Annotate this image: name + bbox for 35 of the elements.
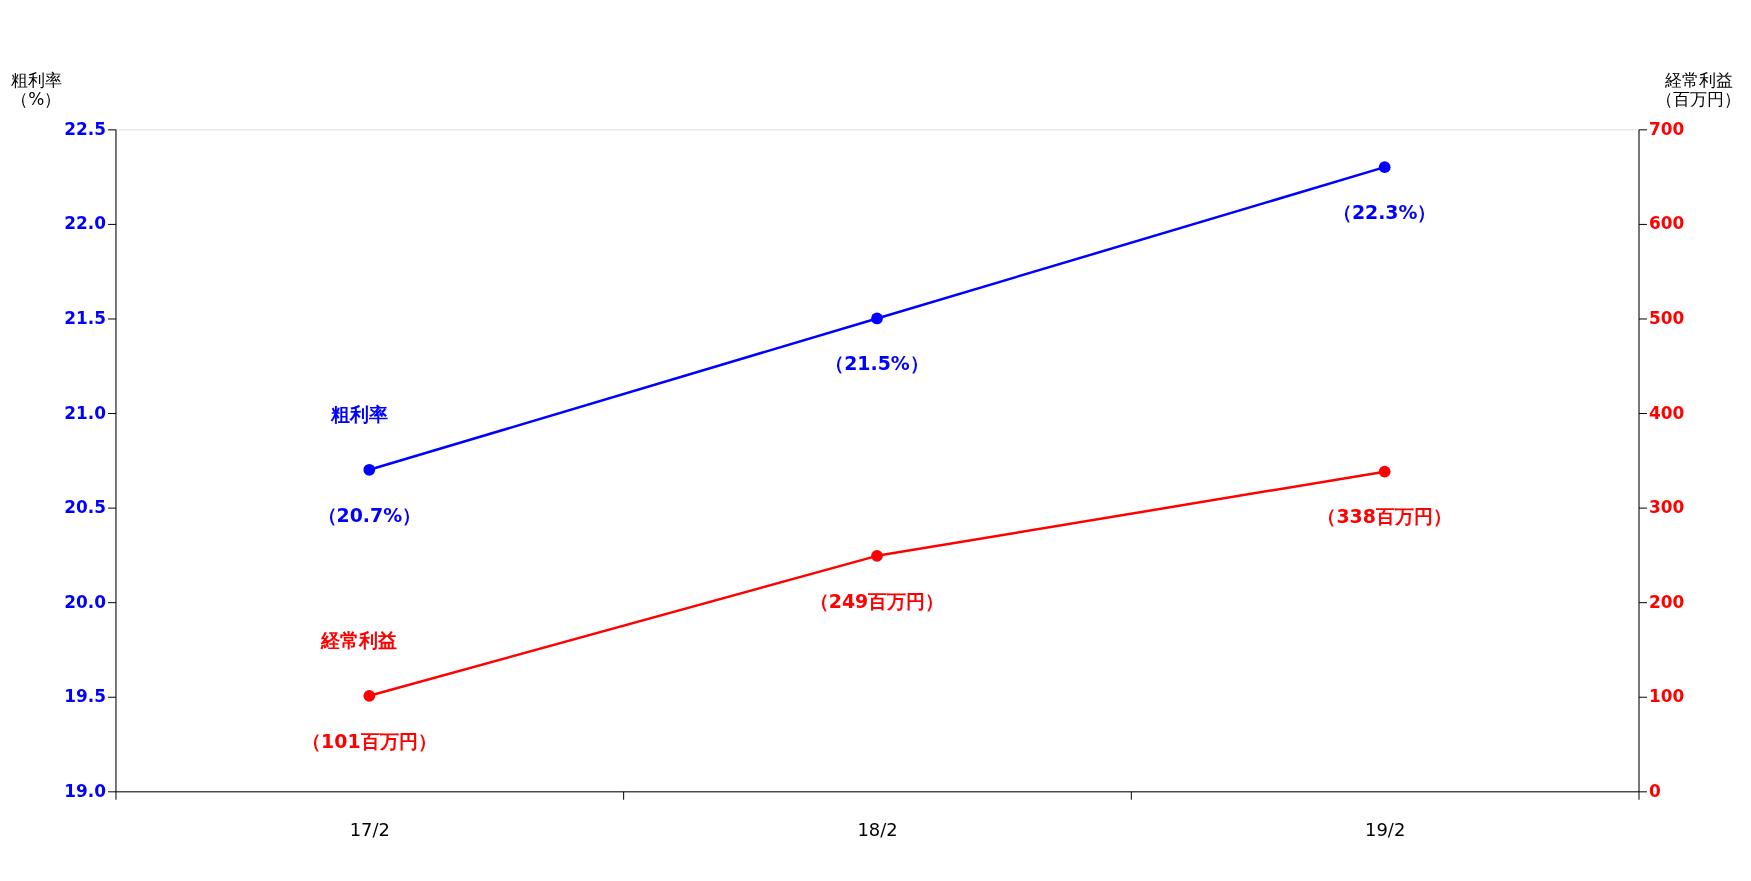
y2-tick-label: 700	[1648, 118, 1685, 139]
y2-tick-label: 0	[1648, 780, 1661, 801]
y-tick-label: 21.0	[64, 402, 107, 423]
y-axis-title: 粗利率（%）	[10, 70, 62, 109]
series-label: 経常利益	[320, 629, 398, 652]
data-label: （20.7%）	[317, 503, 422, 526]
point	[1378, 161, 1391, 174]
data-label: （249百万円）	[809, 589, 945, 612]
y-tick-label: 21.5	[64, 307, 107, 328]
y2-tick-label: 500	[1648, 307, 1685, 328]
y2-tick-label: 400	[1648, 402, 1685, 423]
data-label: （101百万円）	[302, 729, 437, 752]
y-tick-label: 19.0	[64, 780, 107, 801]
y2-tick-label: 200	[1648, 591, 1685, 612]
y2-tick-label: 300	[1648, 497, 1685, 518]
data-label: （22.3%）	[1332, 200, 1437, 223]
data-label: （338百万円）	[1317, 505, 1452, 528]
x-tick-label: 19/2	[1365, 818, 1406, 840]
y-tick-label: 20.0	[64, 591, 107, 612]
data-label: （21.5%）	[825, 352, 929, 375]
y-tick-label: 22.5	[64, 118, 107, 139]
point	[1378, 465, 1391, 478]
y2-axis-title: 経常利益（百万円）	[1656, 70, 1742, 109]
y2-tick-label: 600	[1648, 213, 1685, 234]
point	[363, 463, 376, 476]
x-tick-label: 17/2	[349, 818, 390, 840]
y-tick-label: 20.5	[64, 497, 107, 518]
y-tick-label: 22.0	[64, 213, 107, 234]
point	[871, 312, 883, 325]
point	[871, 549, 883, 562]
series-label: 粗利率	[329, 403, 388, 426]
y-tick-label: 19.5	[64, 686, 107, 707]
y2-tick-label: 100	[1648, 686, 1685, 707]
x-tick-label: 18/2	[857, 818, 898, 840]
point	[363, 689, 376, 702]
